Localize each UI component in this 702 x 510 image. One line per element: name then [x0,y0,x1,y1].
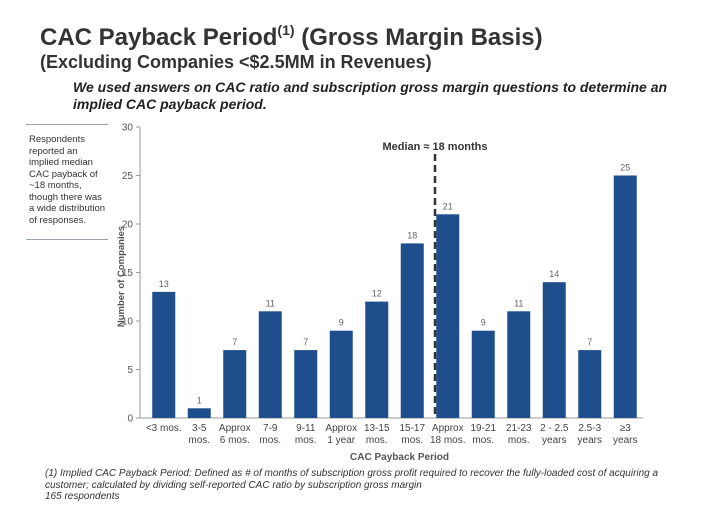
x-tick-label: mos. [508,435,530,446]
bar [329,330,353,418]
bar [507,311,531,418]
callout-text: Respondents reported an implied median C… [29,134,106,226]
footnote: (1) Implied CAC Payback Period: Defined … [45,468,659,491]
y-tick-label: 15 [122,268,134,279]
bar [578,350,602,418]
bar [471,330,495,418]
x-tick-label: 2 - 2.5 [540,423,569,434]
data-label: 11 [266,298,275,308]
data-label: 1 [197,395,202,405]
respondents-note: 165 respondents [45,491,120,502]
x-tick-label: mos. [188,435,210,446]
x-tick-label: <3 mos. [146,423,182,434]
y-tick-label: 10 [122,317,134,328]
x-tick-label: 18 mos. [430,435,466,446]
data-label: 7 [587,337,592,347]
y-tick-label: 20 [122,220,134,231]
y-tick-label: 25 [122,171,134,182]
bar [223,350,247,418]
x-tick-label: 21-23 [506,423,532,434]
x-tick-label: Approx [325,423,357,434]
data-label: 14 [549,269,559,279]
x-tick-label: mos. [259,435,281,446]
x-tick-label: Approx [219,423,251,434]
bar [613,175,637,418]
data-label: 25 [620,163,630,173]
x-tick-label: 6 mos. [220,435,250,446]
bar [294,350,318,418]
x-tick-label: 15-17 [399,423,425,434]
x-tick-label: years [613,435,637,446]
bar [187,408,211,418]
x-tick-label: 13-15 [364,423,390,434]
x-tick-label: Approx [432,423,464,434]
data-label: 21 [443,201,453,211]
y-tick-label: 5 [127,365,133,376]
bar [542,282,566,418]
data-label: 13 [159,279,169,289]
x-tick-label: ≥3 [620,423,631,434]
bar [400,243,424,418]
x-tick-label: mos. [401,435,423,446]
bar [258,311,282,418]
lead-text: We used answers on CAC ratio and subscri… [73,79,668,112]
title-suffix: (Gross Margin Basis) [301,24,543,51]
x-tick-label: 1 year [327,435,355,446]
page-subtitle: (Excluding Companies <$2.5MM in Revenues… [40,52,432,72]
x-tick-label: mos. [366,435,388,446]
page-title: CAC Payback Period(1) (Gross Margin Basi… [40,22,543,52]
data-label: 12 [372,289,382,299]
x-tick-label: years [542,435,566,446]
x-tick-label: 19-21 [470,423,496,434]
data-label: 7 [303,337,308,347]
x-tick-label: years [578,435,602,446]
median-annotation: Median ≈ 18 months [382,141,487,153]
y-tick-label: 0 [127,414,133,425]
x-axis-title: CAC Payback Period [350,452,449,463]
title-main: CAC Payback Period [40,24,278,51]
x-tick-label: 9-11 [296,423,316,434]
x-tick-label: 3-5 [192,423,207,434]
x-tick-label: 7-9 [263,423,278,434]
data-label: 9 [481,318,486,328]
y-axis-title: Number of Companies [116,226,127,327]
data-label: 11 [514,298,523,308]
bar [365,301,389,418]
y-tick-label: 30 [122,123,134,134]
bar [152,291,176,418]
title-footnote-marker: (1) [277,22,295,38]
bar [436,214,460,418]
callout-box: Respondents reported an implied median C… [26,124,108,240]
x-tick-label: 2.5-3 [578,423,601,434]
data-label: 18 [407,230,417,240]
data-label: 9 [339,318,344,328]
x-tick-label: mos. [295,435,317,446]
data-label: 7 [232,337,237,347]
x-tick-label: mos. [472,435,494,446]
